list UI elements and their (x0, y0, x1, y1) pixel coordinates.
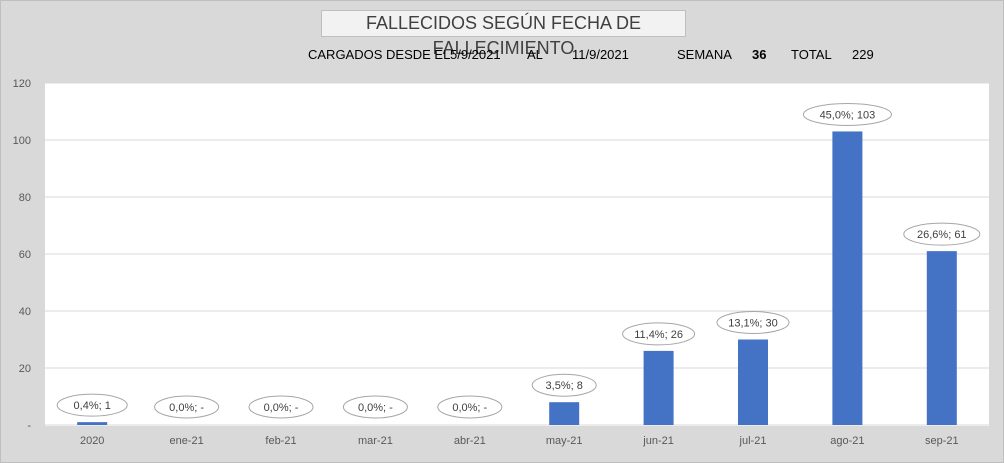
chart-title: FALLECIDOS SEGÚN FECHA DE FALLECIMIENTO (321, 10, 686, 58)
bar (832, 131, 863, 425)
data-label: 45,0%; 103 (802, 102, 892, 126)
y-tick-label: 60 (19, 249, 31, 261)
x-tick-label: ago-21 (830, 435, 864, 447)
y-tick-label: 20 (19, 363, 31, 375)
x-tick-label: abr-21 (454, 435, 486, 447)
loaded-label: CARGADOS DESDE EL (308, 47, 451, 62)
data-label: 0,0%; - (342, 395, 408, 419)
data-label-text: 3,5%; 8 (546, 380, 583, 392)
data-label: 0,4%; 1 (56, 393, 128, 417)
x-tick-label: sep-21 (925, 435, 959, 447)
bar (549, 402, 580, 425)
data-label: 3,5%; 8 (531, 373, 597, 397)
data-label: 0,0%; - (437, 395, 503, 419)
data-label: 13,1%; 30 (716, 311, 790, 334)
data-label-text: 13,1%; 30 (728, 318, 778, 330)
y-tick-label: 120 (13, 78, 31, 90)
y-tick-label: 100 (13, 135, 31, 147)
x-tick-label: feb-21 (265, 435, 296, 447)
bar (926, 251, 957, 425)
x-tick-label: may-21 (546, 435, 583, 447)
y-axis: - 20 40 60 80 100 120 (13, 78, 32, 432)
y-tick-label: - (27, 420, 31, 432)
date-from: 5/9/2021 (450, 47, 501, 62)
data-label: 11,4%; 26 (622, 322, 696, 346)
data-label-text: 0,0%; - (358, 402, 393, 414)
data-label-bubble (437, 395, 503, 419)
y-tick-label: 40 (19, 306, 31, 318)
week-label: SEMANA (677, 47, 732, 62)
y-tick-label: 80 (19, 192, 31, 204)
x-axis: 2020 ene-21 feb-21 mar-21 abr-21 may-21 jun-21… (80, 435, 959, 447)
data-label-text: 0,0%; - (264, 402, 299, 414)
data-label: 0,0%; - (248, 395, 314, 419)
data-label-text: 0,4%; 1 (74, 400, 111, 412)
data-label-text: 0,0%; - (169, 402, 204, 414)
x-tick-label: jun-21 (642, 435, 674, 447)
data-label-text: 0,0%; - (452, 402, 487, 414)
x-tick-label: 2020 (80, 435, 104, 447)
gridlines (45, 82, 989, 426)
data-label: 26,6%; 61 (903, 222, 981, 246)
x-tick-label: ene-21 (169, 435, 203, 447)
data-label-text: 45,0%; 103 (820, 109, 876, 121)
bar (643, 350, 674, 425)
data-label-bubble (903, 222, 981, 246)
data-label-text: 26,6%; 61 (917, 229, 967, 241)
data-label-bubble (154, 395, 220, 419)
bar (77, 422, 108, 425)
data-label-text: 11,4%; 26 (634, 329, 683, 341)
data-label-bubble (342, 395, 408, 419)
data-label-bubble (248, 395, 314, 419)
x-tick-label: jul-21 (739, 435, 767, 447)
data-label-bubble (622, 322, 696, 346)
total-value: 229 (852, 47, 874, 62)
data-label-bubble (531, 373, 597, 397)
data-label: 0,0%; - (154, 395, 220, 419)
data-label-bubble (802, 102, 892, 126)
data-labels: 0,4%; 1 0,0%; - 0,0%; - 0,0%; - 0,0%; - 3,5%;… (56, 102, 981, 419)
bars (77, 131, 957, 425)
total-label: TOTAL (791, 47, 832, 62)
data-label-bubble (716, 311, 790, 334)
data-label-bubble (56, 393, 128, 417)
al-label: AL (527, 47, 543, 62)
date-to: 11/9/2021 (572, 47, 629, 62)
bar (738, 339, 768, 425)
week-value: 36 (752, 47, 767, 62)
x-tick-label: mar-21 (358, 435, 393, 447)
